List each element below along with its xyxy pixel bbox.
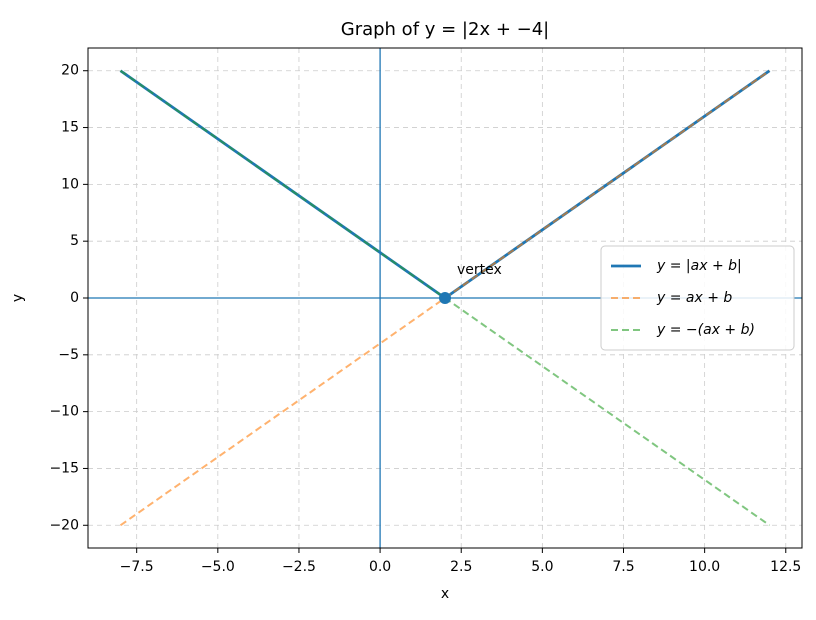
y-tick-label: 15 [61,120,79,136]
x-tick-label: 12.5 [770,559,801,575]
y-tick-label: 0 [70,290,79,306]
x-tick-label: 10.0 [689,559,720,575]
y-tick-label: −10 [49,404,79,420]
y-tick-label: 10 [61,176,79,192]
plot-frame [87,47,803,549]
vertex-point [439,292,451,304]
y-axis-label: y [10,294,26,302]
legend-label: y = ax + b [656,290,732,306]
x-tick-label: 2.5 [450,559,472,575]
y-tick-label: 20 [61,63,79,79]
y-tick-label: −5 [58,347,79,363]
legend-label: y = −(ax + b) [656,322,755,338]
x-tick-label: 7.5 [612,559,634,575]
x-axis-label: x [441,586,449,602]
y-tick-label: −20 [49,517,79,533]
x-tick-label: −2.5 [282,559,316,575]
legend-box [600,245,795,351]
x-tick-label: −7.5 [120,559,154,575]
chart-title: Graph of y = |2x + −4| [341,19,549,40]
annotation: vertex [457,262,502,278]
x-tick-label: −5.0 [201,559,235,575]
y-tick-label: 5 [70,233,79,249]
x-tick-label: 5.0 [531,559,553,575]
y-tick-label: −15 [49,460,79,476]
legend-label: y = |ax + b| [656,258,742,274]
x-tick-label: 0.0 [369,559,391,575]
